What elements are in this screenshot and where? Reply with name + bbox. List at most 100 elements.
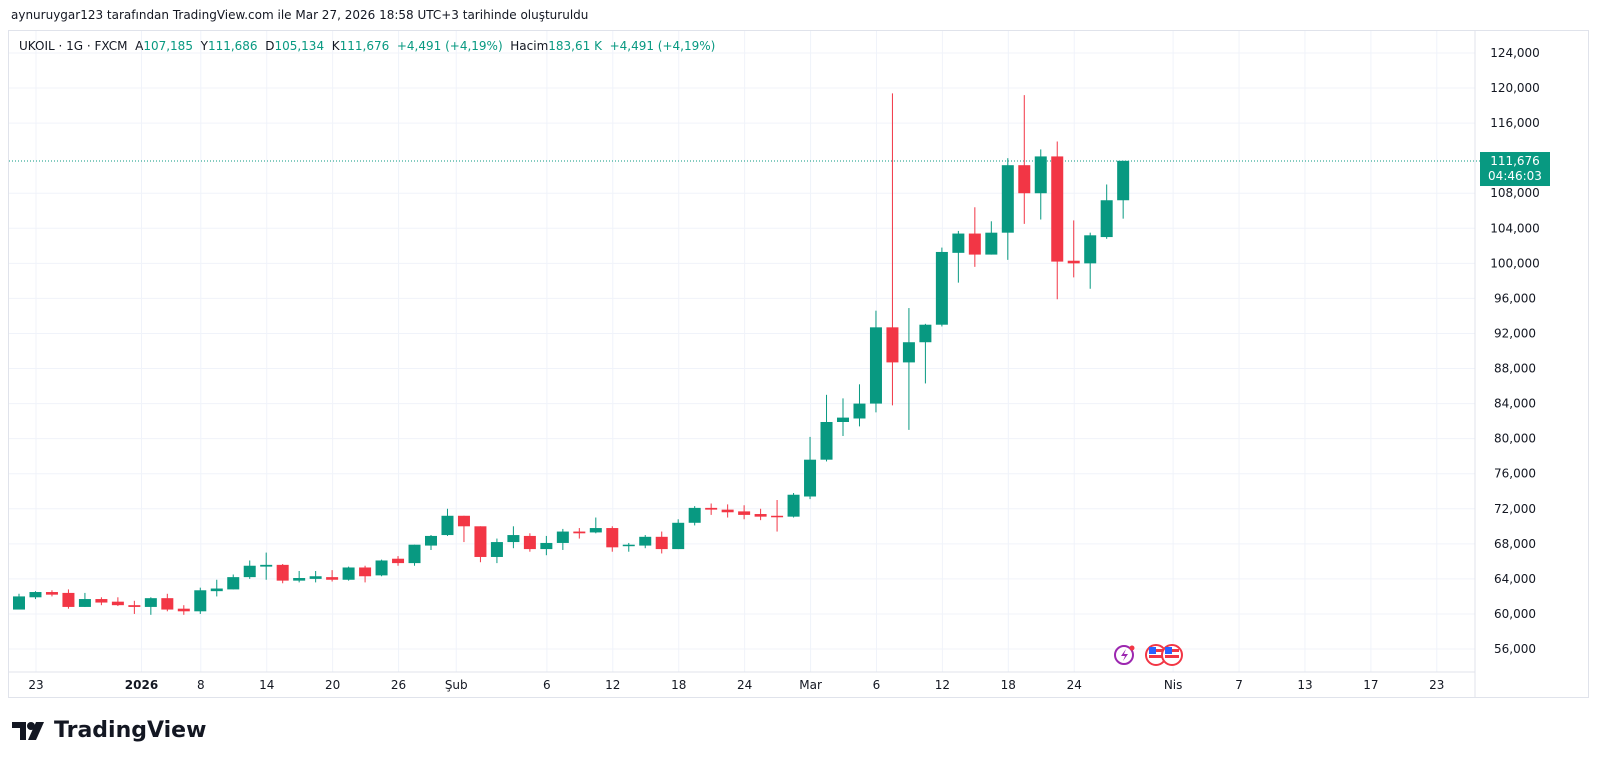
symbol-legend: UKOIL · 1G · FXCM A107,185 Y111,686 D105… [19, 39, 715, 53]
candle-body [293, 578, 306, 581]
candle-down[interactable] [655, 531, 668, 554]
candle-down[interactable] [95, 597, 108, 606]
candle-up[interactable] [342, 566, 355, 581]
candle-up[interactable] [375, 559, 388, 577]
candle-up[interactable] [622, 542, 635, 552]
candle-up[interactable] [210, 579, 223, 597]
candle-up[interactable] [787, 492, 800, 518]
candle-up[interactable] [1034, 149, 1047, 220]
candle-down[interactable] [62, 589, 75, 609]
x-tick-label: 26 [391, 678, 406, 692]
candle-down[interactable] [573, 528, 586, 539]
candle-down[interactable] [457, 515, 470, 543]
candle-body [804, 459, 817, 497]
candle-down[interactable] [721, 504, 734, 518]
candle-down[interactable] [177, 605, 190, 615]
candle-up[interactable] [425, 535, 437, 550]
candle-up[interactable] [1001, 158, 1014, 260]
candle-body [705, 507, 718, 510]
candle-up[interactable] [902, 308, 915, 430]
candle-down[interactable] [1067, 220, 1080, 278]
y-tick-label: 56,000 [1494, 642, 1536, 656]
candle-up[interactable] [820, 394, 833, 462]
candle-up[interactable] [194, 587, 207, 614]
candle-up[interactable] [540, 535, 553, 556]
candle-down[interactable] [523, 533, 536, 552]
candle-up[interactable] [408, 544, 421, 566]
candle-up[interactable] [985, 221, 998, 255]
candle-body [194, 590, 207, 612]
candle-down[interactable] [359, 565, 372, 583]
candle-up[interactable] [869, 310, 882, 413]
candle-down[interactable] [606, 526, 619, 552]
candle-up[interactable] [243, 560, 256, 579]
candle-body [787, 494, 800, 517]
candle-up[interactable] [919, 323, 932, 384]
candle-up[interactable] [672, 519, 685, 550]
candle-up[interactable] [935, 247, 948, 327]
price-tag-value: 111,676 [1490, 154, 1540, 168]
candle-up[interactable] [589, 517, 602, 534]
candle-up[interactable] [260, 552, 273, 580]
candle-up[interactable] [556, 528, 569, 550]
candle-up[interactable] [639, 535, 652, 549]
candle-up[interactable] [490, 538, 503, 564]
candle-down[interactable] [1051, 141, 1064, 300]
candle-up[interactable] [1100, 184, 1113, 239]
candle-down[interactable] [128, 600, 141, 614]
candle-down[interactable] [474, 526, 487, 563]
candle-up[interactable] [293, 570, 306, 583]
chart-frame [8, 30, 1589, 698]
candle-body [375, 560, 388, 576]
candle-up[interactable] [1084, 232, 1097, 289]
symbol-info[interactable]: UKOIL · 1G · FXCM [19, 39, 128, 53]
events-row[interactable] [1114, 644, 1183, 666]
candle-down[interactable] [968, 207, 981, 267]
candle-up[interactable] [78, 592, 91, 607]
candle-body [326, 577, 339, 580]
candle-down[interactable] [1018, 95, 1031, 224]
candle-up[interactable] [804, 436, 817, 500]
candle-down[interactable] [754, 508, 767, 521]
candle-down[interactable] [771, 500, 784, 532]
candle-up[interactable] [507, 526, 520, 549]
candle-down[interactable] [111, 597, 124, 607]
candle-down[interactable] [705, 503, 718, 515]
candle-body [639, 536, 652, 546]
candle-up[interactable] [29, 591, 42, 600]
x-tick-label: 2026 [125, 678, 158, 692]
candle-body [556, 531, 569, 543]
candle-body [309, 576, 322, 579]
candle-down[interactable] [276, 563, 289, 584]
tradingview-logo[interactable]: TradingView [12, 718, 206, 743]
candle-up[interactable] [1117, 160, 1130, 219]
candle-down[interactable] [392, 556, 405, 566]
candle-body [606, 528, 619, 548]
candle-up[interactable] [952, 230, 965, 283]
candle-body [1084, 235, 1097, 264]
candle-up[interactable] [227, 574, 240, 590]
candle-down[interactable] [886, 93, 899, 406]
candle-down[interactable] [738, 505, 751, 520]
candle-body [78, 599, 91, 607]
y-tick-label: 96,000 [1494, 291, 1536, 305]
candle-up[interactable] [688, 506, 701, 526]
us-flag-event-icon[interactable] [1161, 644, 1183, 666]
candle-down[interactable] [326, 570, 339, 582]
y-tick-label: 104,000 [1490, 221, 1540, 235]
y-tick-label: 124,000 [1490, 46, 1540, 60]
candle-body [721, 509, 734, 513]
candle-up[interactable] [309, 570, 322, 583]
candle-up[interactable] [13, 593, 25, 610]
candle-up[interactable] [144, 597, 157, 615]
y-tick-label: 80,000 [1494, 432, 1536, 446]
lightning-event-icon[interactable] [1114, 645, 1135, 665]
candle-up[interactable] [441, 508, 454, 536]
candle-up[interactable] [837, 398, 849, 437]
candle-body [29, 592, 42, 598]
candle-down[interactable] [45, 590, 58, 597]
candle-down[interactable] [161, 593, 174, 612]
candle-up[interactable] [853, 384, 866, 427]
